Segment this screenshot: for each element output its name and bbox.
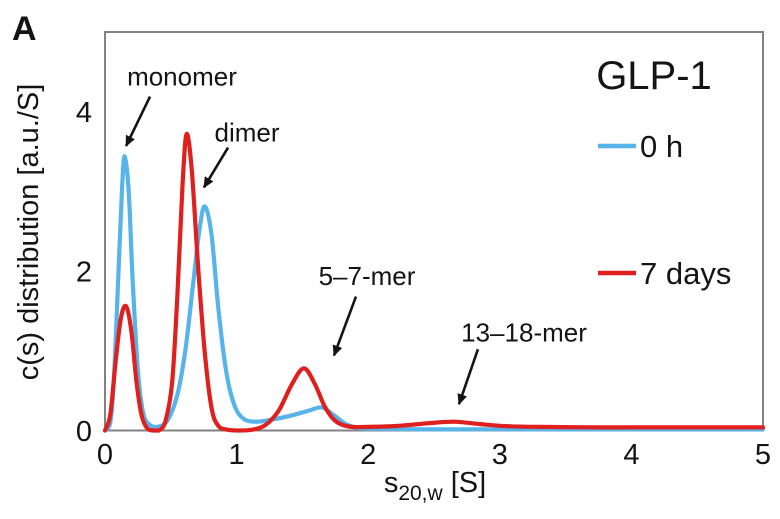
- legend-label-7days: 7 days: [640, 256, 731, 291]
- legend: GLP-1 0 h 7 days: [596, 54, 731, 291]
- legend-item-7days: 7 days: [598, 256, 731, 291]
- annotation-arrow: [202, 146, 230, 189]
- annotation-label: dimer: [214, 117, 279, 147]
- panel-label: A: [12, 10, 37, 48]
- annotation-label: 13–18-mer: [461, 317, 587, 347]
- x-tick-label: 4: [623, 439, 639, 471]
- x-tick-label: 1: [229, 439, 245, 471]
- annotation-arrow: [124, 95, 152, 147]
- x-tick-label: 2: [360, 439, 376, 471]
- x-tick-label: 0: [97, 439, 113, 471]
- annotation-arrow: [332, 296, 358, 357]
- legend-title: GLP-1: [596, 54, 712, 98]
- x-axis-label: s20,w [S]: [384, 467, 486, 505]
- x-tick-label: 3: [492, 439, 508, 471]
- axis-tick-labels: 0 1 2 3 4 5 0 2 4: [76, 97, 771, 471]
- peak-annotations: monomer dimer 5–7-mer 13–18-mer: [124, 62, 587, 406]
- y-tick-label: 2: [76, 257, 92, 289]
- series-curves: [102, 131, 766, 433]
- annotation-arrow: [457, 348, 480, 406]
- series-line-7-days: [102, 131, 766, 433]
- annotation-label: monomer: [127, 62, 237, 92]
- annotation-label: 5–7-mer: [319, 261, 416, 291]
- legend-item-0h: 0 h: [598, 129, 683, 164]
- x-tick-label: 5: [755, 439, 771, 471]
- legend-label-0h: 0 h: [640, 129, 683, 164]
- y-tick-label: 0: [76, 416, 92, 448]
- y-axis-label: c(s) distribution [a.u./S]: [13, 84, 45, 381]
- series-line-0-h: [102, 154, 766, 433]
- y-tick-label: 4: [76, 97, 92, 129]
